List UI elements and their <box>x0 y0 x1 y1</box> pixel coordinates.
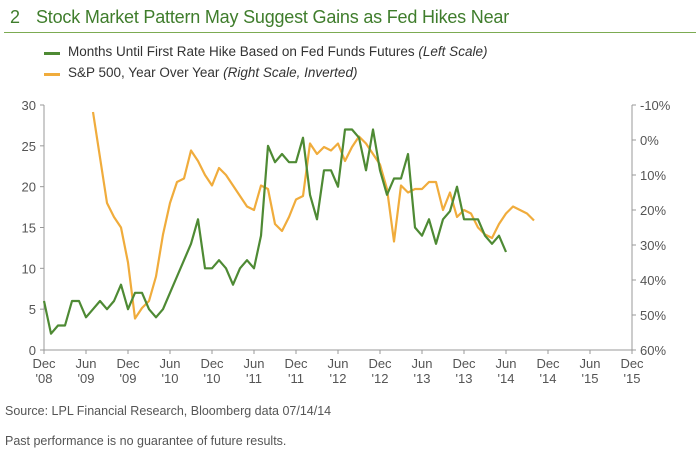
x-tick-label-month: Dec <box>536 356 560 371</box>
legend-note-fed-futures: (Left Scale) <box>418 44 488 59</box>
y-left-tick-label: 25 <box>22 139 36 154</box>
source-note: Source: LPL Financial Research, Bloomber… <box>5 404 332 418</box>
x-tick-label-month: Dec <box>32 356 56 371</box>
series-line-fed-futures <box>42 128 508 335</box>
y-right-tick-label: 50% <box>640 308 666 323</box>
y-right-tick-label: 60% <box>640 343 666 358</box>
x-tick-label-month: Jun <box>580 356 601 371</box>
x-tick-label-month: Dec <box>368 356 392 371</box>
figure-number: 2 <box>10 7 21 27</box>
y-right-tick-label: -10% <box>640 98 671 113</box>
y-right-tick-label: 20% <box>640 203 666 218</box>
x-tick-label-year: '15 <box>582 371 599 386</box>
x-tick-label-month: Jun <box>496 356 517 371</box>
x-tick-label-month: Dec <box>200 356 224 371</box>
x-tick-label-month: Dec <box>284 356 308 371</box>
x-tick-label-month: Dec <box>452 356 476 371</box>
y-right-tick-label: 40% <box>640 273 666 288</box>
x-tick-label-month: Jun <box>244 356 265 371</box>
x-tick-label-year: '12 <box>372 371 389 386</box>
figure-title: Stock Market Pattern May Suggest Gains a… <box>36 7 509 27</box>
x-tick-label-month: Jun <box>76 356 97 371</box>
x-tick-label-year: '10 <box>204 371 221 386</box>
y-left-tick-label: 0 <box>29 343 36 358</box>
legend-swatch-fed-futures <box>44 52 60 55</box>
legend-label-fed-futures: Months Until First Rate Hike Based on Fe… <box>68 44 415 59</box>
x-tick-label-month: Jun <box>160 356 181 371</box>
figure-title-bar: 2 Stock Market Pattern May Suggest Gains… <box>4 4 696 33</box>
x-tick-label-year: '14 <box>540 371 557 386</box>
x-tick-label-month: Jun <box>328 356 349 371</box>
x-tick-label-year: '10 <box>162 371 179 386</box>
y-left-tick-label: 20 <box>22 180 36 195</box>
x-tick-label-month: Dec <box>620 356 644 371</box>
x-tick-label-year: '09 <box>120 371 137 386</box>
y-left-tick-label: 30 <box>22 98 36 113</box>
x-tick-label-year: '13 <box>456 371 473 386</box>
x-tick-label-year: '09 <box>78 371 95 386</box>
y-left-tick-label: 10 <box>22 261 36 276</box>
x-tick-label-year: '11 <box>288 371 304 386</box>
y-left-tick-label: 5 <box>29 302 36 317</box>
x-tick-label-month: Jun <box>412 356 433 371</box>
y-right-tick-label: 0% <box>640 133 659 148</box>
x-tick-label-year: '15 <box>624 371 641 386</box>
series-line-sp500 <box>91 111 535 320</box>
x-tick-label-year: '08 <box>36 371 53 386</box>
legend-swatch-sp500 <box>44 73 60 76</box>
y-left-tick-label: 15 <box>22 221 36 236</box>
y-right-tick-label: 30% <box>640 238 666 253</box>
x-tick-label-year: '13 <box>414 371 431 386</box>
x-tick-label-year: '14 <box>498 371 515 386</box>
legend-label-sp500: S&P 500, Year Over Year <box>68 65 220 80</box>
y-right-tick-label: 10% <box>640 168 666 183</box>
legend-note-sp500: (Right Scale, Inverted) <box>223 65 358 80</box>
x-tick-label-month: Dec <box>116 356 140 371</box>
x-tick-label-year: '11 <box>246 371 262 386</box>
disclaimer-note: Past performance is no guarantee of futu… <box>5 434 287 448</box>
x-tick-label-year: '12 <box>330 371 347 386</box>
